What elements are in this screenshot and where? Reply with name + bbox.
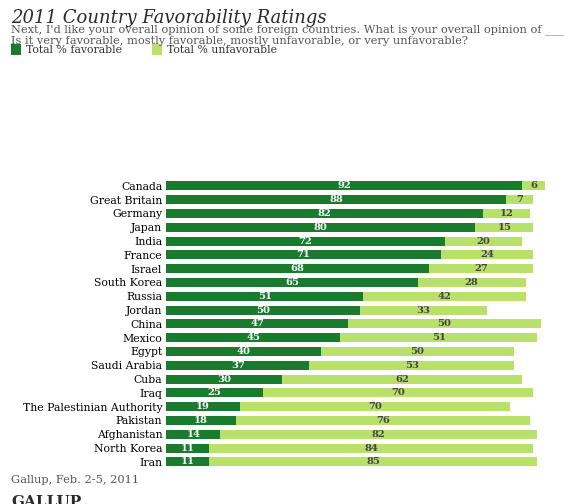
Bar xyxy=(166,444,209,453)
Bar xyxy=(321,347,514,356)
Text: 37: 37 xyxy=(231,361,245,370)
Text: 45: 45 xyxy=(246,333,261,342)
Bar xyxy=(209,457,537,466)
Text: 82: 82 xyxy=(318,209,332,218)
Bar xyxy=(340,333,537,342)
Text: 6: 6 xyxy=(530,181,537,191)
Bar xyxy=(209,444,534,453)
Bar xyxy=(363,292,526,301)
Bar xyxy=(166,320,348,328)
Text: 25: 25 xyxy=(208,388,222,397)
Bar xyxy=(152,44,162,55)
Text: 68: 68 xyxy=(291,264,305,273)
Bar xyxy=(166,181,522,191)
Text: Gallup, Feb. 2-5, 2011: Gallup, Feb. 2-5, 2011 xyxy=(11,475,139,485)
Bar xyxy=(240,402,510,411)
Text: 20: 20 xyxy=(476,236,490,245)
Text: 12: 12 xyxy=(499,209,513,218)
Bar xyxy=(166,361,309,370)
Bar xyxy=(221,430,537,438)
Text: 47: 47 xyxy=(250,320,264,328)
Text: 11: 11 xyxy=(180,444,195,453)
Bar xyxy=(263,389,534,397)
Bar xyxy=(429,264,534,273)
Text: 53: 53 xyxy=(405,361,418,370)
Bar xyxy=(360,305,487,314)
Bar xyxy=(166,292,363,301)
Bar xyxy=(11,44,21,55)
Bar xyxy=(483,209,530,218)
Bar xyxy=(166,333,340,342)
Text: Total % favorable: Total % favorable xyxy=(26,45,122,55)
Text: 7: 7 xyxy=(517,195,523,204)
Text: Is it very favorable, mostly favorable, mostly unfavorable, or very unfavorable?: Is it very favorable, mostly favorable, … xyxy=(11,36,468,46)
Text: 42: 42 xyxy=(438,292,452,301)
Bar xyxy=(309,361,514,370)
Text: 28: 28 xyxy=(465,278,478,287)
Text: 82: 82 xyxy=(372,430,386,438)
Text: 24: 24 xyxy=(480,250,494,260)
Bar xyxy=(166,209,483,218)
Text: 2011 Country Favorability Ratings: 2011 Country Favorability Ratings xyxy=(11,9,327,27)
Text: 70: 70 xyxy=(391,388,405,397)
Bar xyxy=(166,195,506,204)
Text: 76: 76 xyxy=(376,416,390,425)
Text: 92: 92 xyxy=(337,181,351,191)
Bar xyxy=(440,250,534,259)
Bar xyxy=(166,430,221,438)
Text: 15: 15 xyxy=(497,223,512,232)
Text: 51: 51 xyxy=(432,333,446,342)
Bar xyxy=(166,264,429,273)
Bar xyxy=(166,347,321,356)
Text: GALLUP: GALLUP xyxy=(11,495,82,504)
Text: 18: 18 xyxy=(194,416,208,425)
Text: 11: 11 xyxy=(180,457,195,466)
Text: 50: 50 xyxy=(256,305,270,314)
Bar xyxy=(166,402,240,411)
Bar xyxy=(348,320,541,328)
Bar xyxy=(522,181,545,191)
Bar xyxy=(166,250,440,259)
Bar xyxy=(475,223,534,232)
Text: 19: 19 xyxy=(196,402,210,411)
Text: 50: 50 xyxy=(411,347,425,356)
Text: 27: 27 xyxy=(474,264,488,273)
Bar xyxy=(444,236,522,245)
Bar xyxy=(166,416,236,425)
Text: 70: 70 xyxy=(368,402,382,411)
Text: Total % unfavorable: Total % unfavorable xyxy=(167,45,277,55)
Text: Next, I'd like your overall opinion of some foreign countries. What is your over: Next, I'd like your overall opinion of s… xyxy=(11,24,564,35)
Bar xyxy=(236,416,530,425)
Bar xyxy=(166,389,263,397)
Bar xyxy=(283,374,522,384)
Text: 14: 14 xyxy=(187,430,200,438)
Text: 30: 30 xyxy=(217,374,231,384)
Bar xyxy=(166,305,360,314)
Text: 88: 88 xyxy=(329,195,343,204)
Bar xyxy=(166,374,283,384)
Bar xyxy=(506,195,534,204)
Bar xyxy=(417,278,526,287)
Text: 85: 85 xyxy=(366,457,380,466)
Text: 62: 62 xyxy=(395,374,409,384)
Text: 80: 80 xyxy=(314,223,328,232)
Text: 72: 72 xyxy=(298,236,312,245)
Text: 65: 65 xyxy=(285,278,299,287)
Bar xyxy=(166,278,417,287)
Text: 40: 40 xyxy=(237,347,250,356)
Bar xyxy=(166,457,209,466)
Text: 50: 50 xyxy=(438,320,452,328)
Text: 84: 84 xyxy=(364,444,378,453)
Text: 33: 33 xyxy=(416,305,430,314)
Bar xyxy=(166,223,475,232)
Bar xyxy=(166,236,444,245)
Text: 51: 51 xyxy=(258,292,272,301)
Text: 71: 71 xyxy=(297,250,310,260)
